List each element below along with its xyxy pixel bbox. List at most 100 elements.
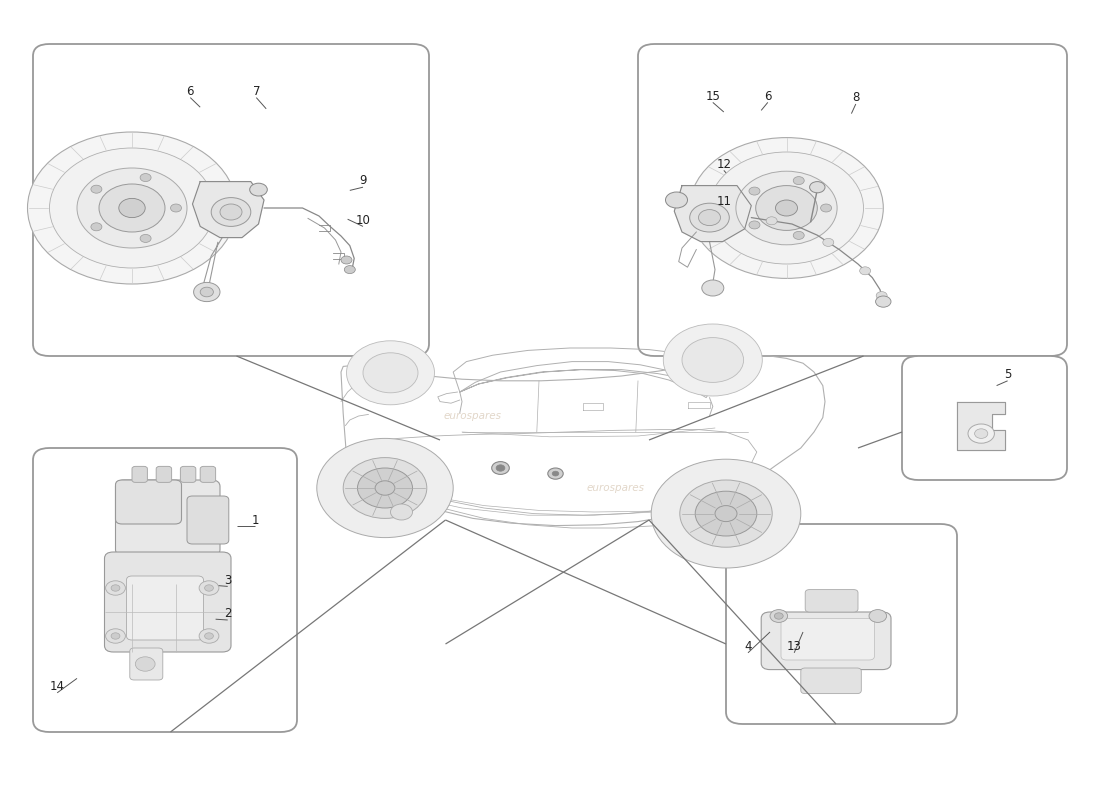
Text: eurospares: eurospares	[587, 483, 645, 493]
Circle shape	[651, 459, 801, 568]
FancyBboxPatch shape	[126, 576, 204, 640]
Text: 2: 2	[224, 607, 231, 620]
Circle shape	[135, 657, 155, 671]
Circle shape	[702, 280, 724, 296]
Circle shape	[91, 185, 102, 193]
Circle shape	[363, 353, 418, 393]
Circle shape	[170, 204, 182, 212]
Text: 10: 10	[355, 214, 371, 226]
Circle shape	[106, 629, 125, 643]
FancyBboxPatch shape	[761, 612, 891, 670]
Text: 12: 12	[716, 158, 732, 170]
Text: 3: 3	[224, 574, 231, 586]
FancyBboxPatch shape	[801, 668, 861, 694]
Circle shape	[690, 138, 883, 278]
Circle shape	[194, 282, 220, 302]
Circle shape	[975, 429, 988, 438]
Text: 14: 14	[50, 680, 65, 693]
Circle shape	[220, 204, 242, 220]
Polygon shape	[192, 182, 264, 238]
Circle shape	[344, 266, 355, 274]
Text: eurospares: eurospares	[147, 211, 205, 221]
Text: 4: 4	[745, 640, 751, 653]
Polygon shape	[957, 402, 1005, 450]
Text: 13: 13	[786, 640, 802, 653]
FancyBboxPatch shape	[187, 496, 229, 544]
Circle shape	[77, 168, 187, 248]
Circle shape	[317, 438, 453, 538]
Circle shape	[823, 238, 834, 246]
Text: 7: 7	[253, 85, 260, 98]
Circle shape	[682, 338, 744, 382]
FancyBboxPatch shape	[116, 480, 182, 524]
FancyBboxPatch shape	[638, 44, 1067, 356]
FancyBboxPatch shape	[200, 466, 216, 482]
FancyBboxPatch shape	[805, 590, 858, 612]
Text: eurospares: eurospares	[444, 411, 502, 421]
Circle shape	[250, 183, 267, 196]
Circle shape	[793, 177, 804, 185]
Circle shape	[666, 192, 688, 208]
Text: eurospares: eurospares	[763, 663, 821, 673]
Circle shape	[119, 198, 145, 218]
FancyBboxPatch shape	[781, 618, 875, 660]
FancyBboxPatch shape	[902, 356, 1067, 480]
FancyBboxPatch shape	[116, 480, 220, 556]
Circle shape	[50, 148, 215, 268]
FancyBboxPatch shape	[132, 466, 147, 482]
Text: 15: 15	[705, 90, 720, 102]
Text: 8: 8	[852, 91, 859, 104]
Circle shape	[968, 424, 994, 443]
Polygon shape	[674, 186, 751, 242]
Circle shape	[205, 633, 213, 639]
FancyBboxPatch shape	[156, 466, 172, 482]
Text: eurospares: eurospares	[98, 587, 155, 597]
Circle shape	[375, 481, 395, 495]
Circle shape	[749, 221, 760, 229]
Circle shape	[770, 610, 788, 622]
Circle shape	[877, 291, 888, 299]
Circle shape	[776, 200, 798, 216]
FancyBboxPatch shape	[180, 466, 196, 482]
FancyBboxPatch shape	[726, 524, 957, 724]
Circle shape	[749, 187, 760, 195]
Circle shape	[793, 231, 804, 239]
Circle shape	[736, 171, 837, 245]
Circle shape	[496, 465, 505, 471]
Circle shape	[774, 613, 783, 619]
FancyBboxPatch shape	[104, 552, 231, 652]
Text: 1: 1	[252, 514, 258, 526]
Circle shape	[200, 287, 213, 297]
Circle shape	[492, 462, 509, 474]
Circle shape	[869, 610, 887, 622]
FancyBboxPatch shape	[130, 648, 163, 680]
Text: 9: 9	[360, 174, 366, 187]
Circle shape	[111, 585, 120, 591]
Circle shape	[199, 629, 219, 643]
Circle shape	[106, 581, 125, 595]
Circle shape	[548, 468, 563, 479]
Circle shape	[390, 504, 412, 520]
Text: 6: 6	[764, 90, 771, 102]
Text: 11: 11	[716, 195, 732, 208]
Circle shape	[552, 471, 559, 476]
Circle shape	[28, 132, 236, 284]
Circle shape	[199, 581, 219, 595]
Text: 5: 5	[1004, 368, 1011, 381]
Text: eurospares: eurospares	[730, 247, 788, 257]
Circle shape	[140, 234, 151, 242]
Circle shape	[91, 223, 102, 231]
Circle shape	[211, 198, 251, 226]
Circle shape	[876, 296, 891, 307]
Circle shape	[346, 341, 434, 405]
Circle shape	[695, 491, 757, 536]
Circle shape	[715, 506, 737, 522]
Circle shape	[663, 324, 762, 396]
Circle shape	[766, 217, 778, 225]
Circle shape	[821, 204, 832, 212]
Circle shape	[810, 182, 825, 193]
Circle shape	[860, 267, 871, 275]
Circle shape	[698, 210, 720, 226]
Circle shape	[710, 152, 864, 264]
Circle shape	[140, 174, 151, 182]
